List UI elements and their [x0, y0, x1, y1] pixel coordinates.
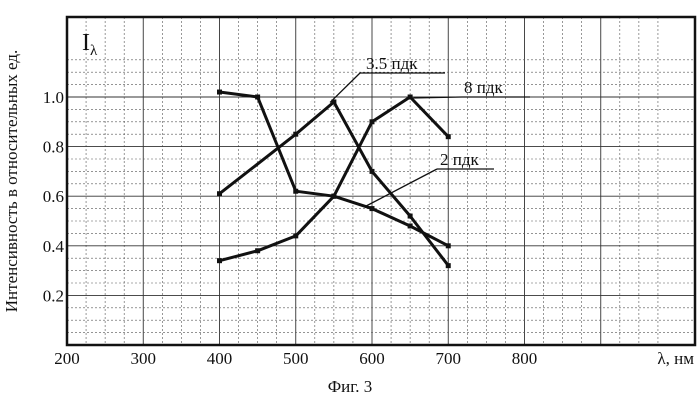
tick-labels: 200 300 400 500 600 700 800 0.2 0.4 0.6 0.8 1.0	[43, 88, 538, 368]
data-point	[217, 258, 222, 263]
y-axis-label: Интенсивность в относительных ед.	[2, 50, 21, 312]
x-axis-label: λ, нм	[657, 349, 694, 368]
data-point	[293, 189, 298, 194]
data-point	[255, 95, 260, 100]
data-point	[293, 132, 298, 137]
y-tick-label: 0.4	[43, 237, 65, 256]
data-point	[370, 119, 375, 124]
x-tick-label: 200	[54, 349, 80, 368]
x-tick-label: 800	[512, 349, 538, 368]
x-tick-label: 600	[359, 349, 385, 368]
data-point	[331, 194, 336, 199]
data-point	[293, 233, 298, 238]
leader-line	[330, 73, 360, 102]
y-tick-label: 0.2	[43, 286, 64, 305]
x-tick-label: 500	[283, 349, 309, 368]
series-label-2: 2 пдк	[440, 150, 479, 169]
y-axis-symbol: Iλ	[82, 30, 98, 59]
data-point	[446, 263, 451, 268]
data-point	[217, 90, 222, 95]
figure-caption: Фиг. 3	[0, 377, 700, 397]
series-label-8: 8 пдк	[464, 78, 503, 97]
data-point	[446, 134, 451, 139]
y-tick-label: 0.8	[43, 138, 64, 157]
data-point	[408, 223, 413, 228]
y-tick-label: 1.0	[43, 88, 64, 107]
data-point	[408, 214, 413, 219]
data-point	[408, 95, 413, 100]
data-point	[370, 169, 375, 174]
data-point	[255, 248, 260, 253]
y-tick-label: 0.6	[43, 187, 64, 206]
data-point	[370, 206, 375, 211]
x-tick-label: 700	[436, 349, 462, 368]
x-tick-label: 300	[131, 349, 157, 368]
series-label-3-5: 3.5 пдк	[366, 54, 418, 73]
data-point	[446, 243, 451, 248]
x-tick-label: 400	[207, 349, 233, 368]
data-point	[217, 191, 222, 196]
